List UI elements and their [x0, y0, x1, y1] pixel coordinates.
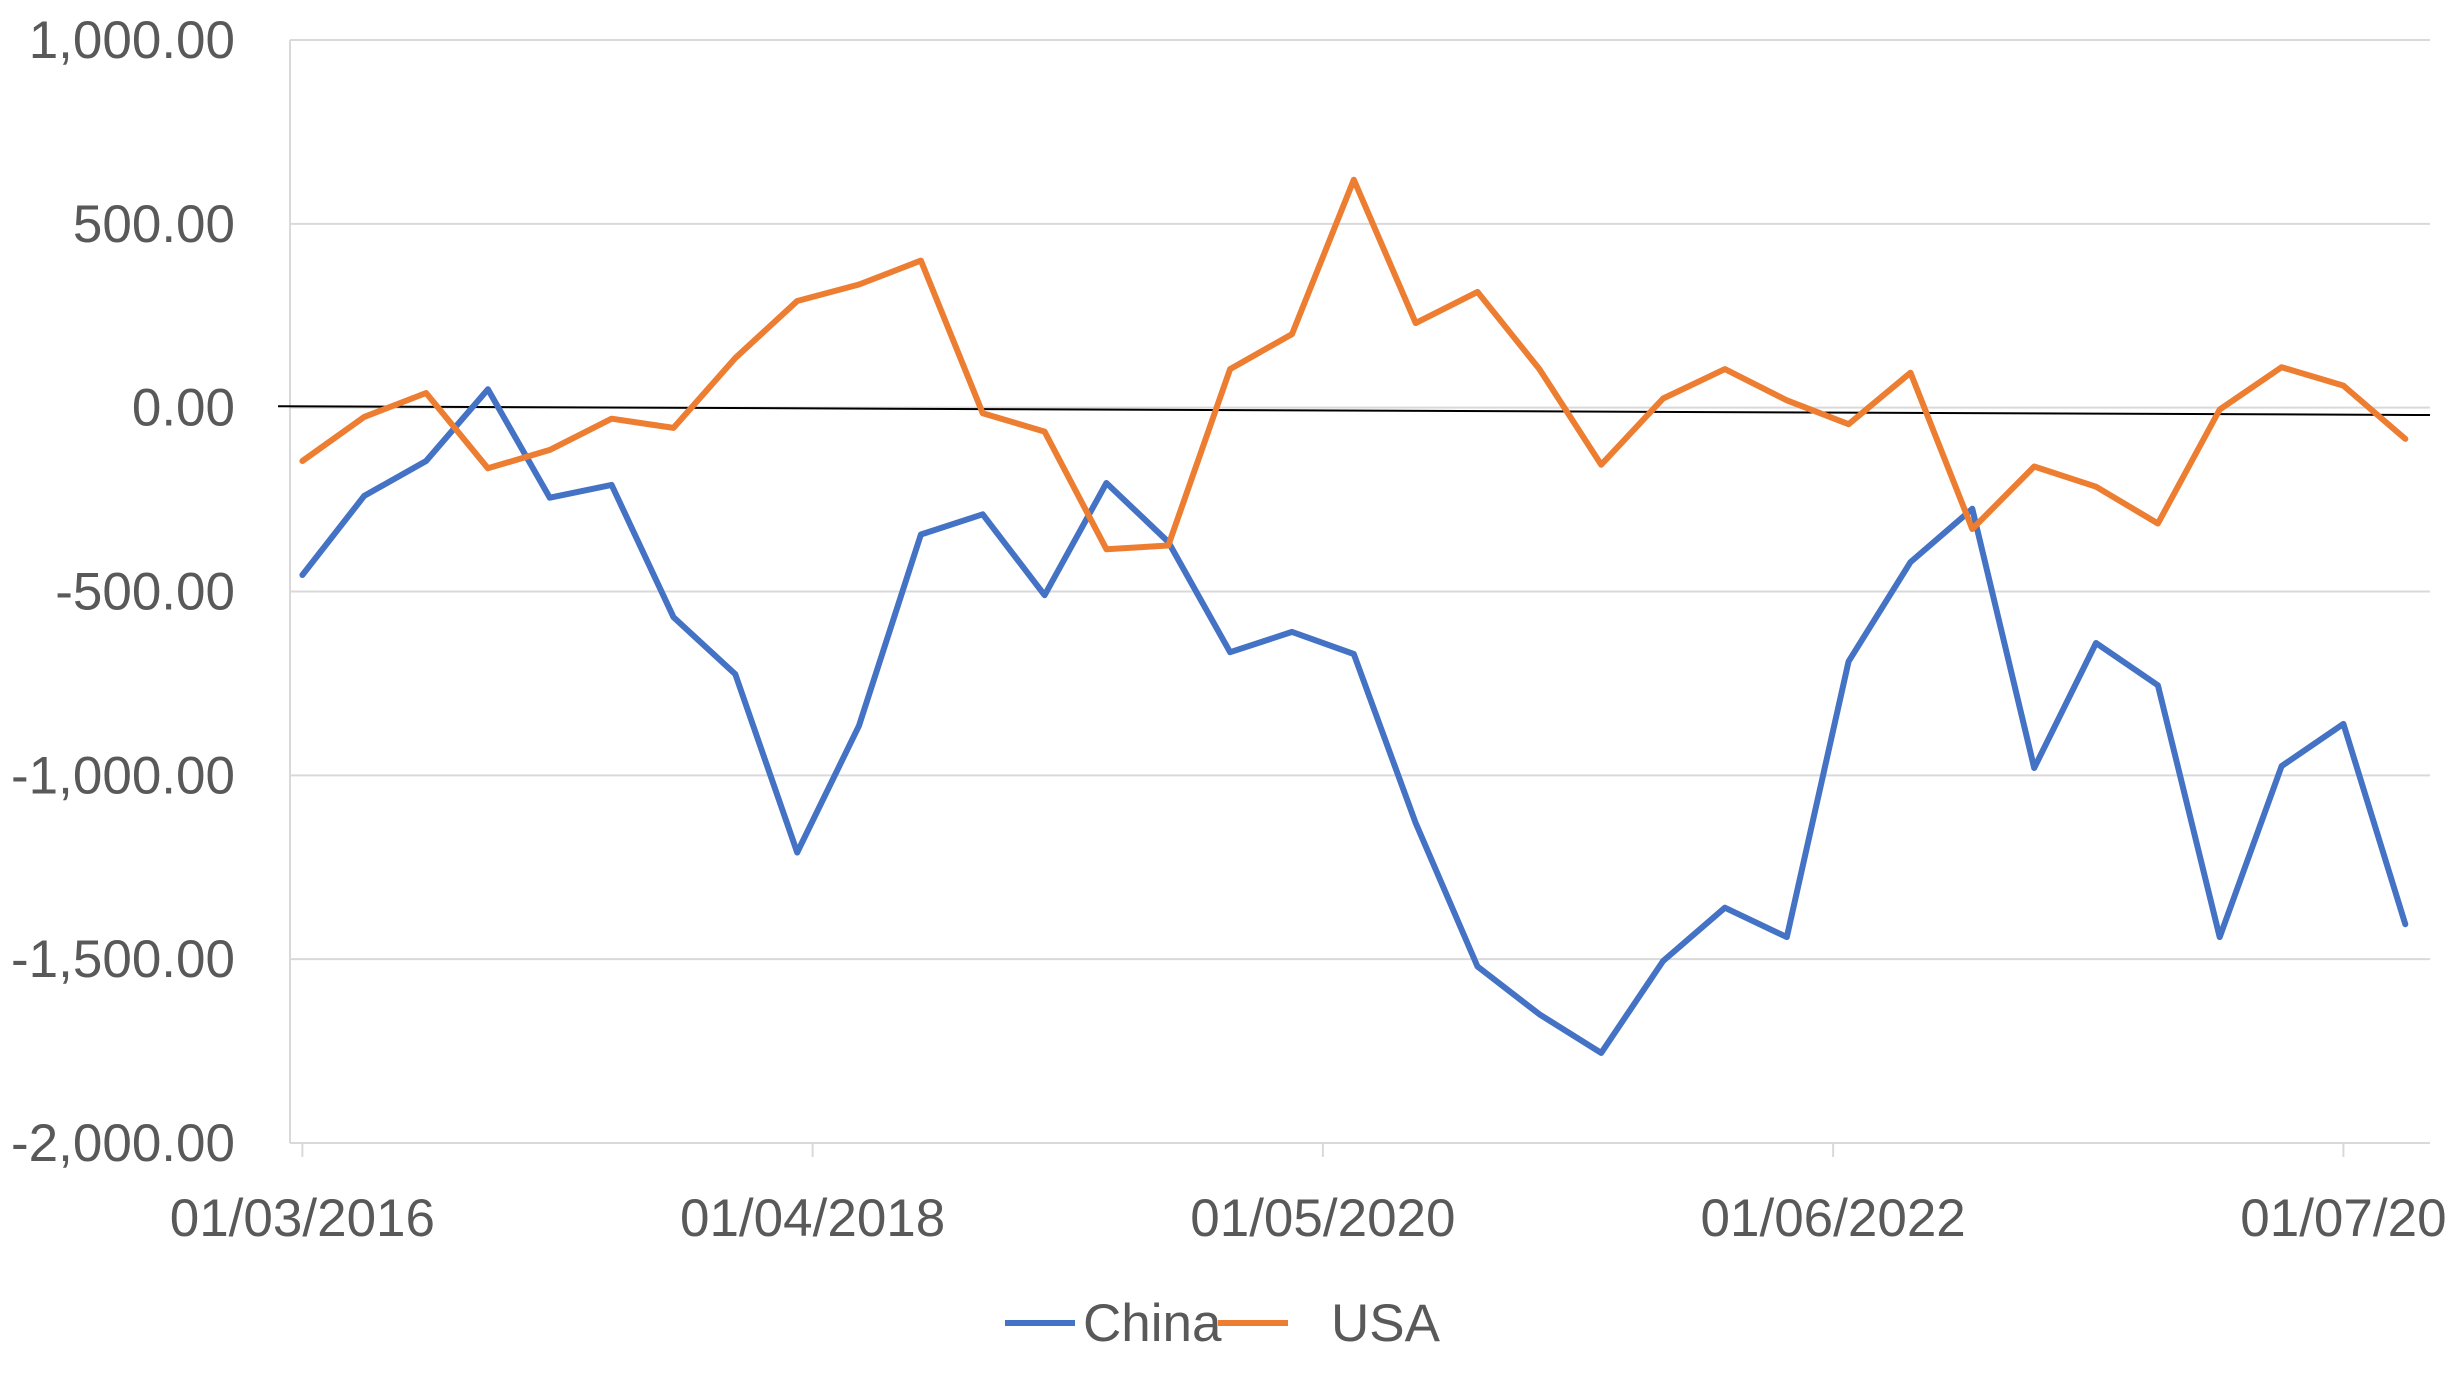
- trend-line: [277, 405, 2431, 417]
- x-tick-label: 01/03/2016: [170, 1189, 435, 1248]
- y-tick-label: -1,000.00: [11, 746, 235, 805]
- x-tick-label: 01/04/2018: [680, 1189, 945, 1248]
- x-tick-label: 01/06/2022: [1701, 1189, 1966, 1248]
- y-tick-label: -500.00: [55, 563, 235, 622]
- legend: China USA: [1005, 1294, 1441, 1353]
- gridlines: [289, 39, 2430, 1144]
- y-tick-label: -2,000.00: [11, 1114, 235, 1173]
- series-line-usa: [299, 176, 2409, 553]
- legend-label-usa: USA: [1331, 1294, 1441, 1353]
- y-tick-label: 1,000.00: [29, 11, 235, 70]
- trend-line-group: [277, 405, 2431, 417]
- y-axis-tick-labels: 1,000.00 500.00 0.00 -500.00 -1,000.00 -1,500…: [11, 11, 235, 1173]
- series-lines: [299, 176, 2409, 1056]
- y-tick-label: -1,500.00: [11, 930, 235, 989]
- y-tick-label: 0.00: [132, 379, 235, 438]
- y-tick-label: 500.00: [73, 195, 235, 254]
- x-tick-label: 01/07/20: [2240, 1189, 2446, 1248]
- x-axis-tick-labels: 01/03/2016 01/04/2018 01/05/2020 01/06/2022…: [170, 1143, 2447, 1248]
- legend-label-china: China: [1083, 1294, 1222, 1353]
- series-line-china: [299, 386, 2409, 1056]
- x-tick-label: 01/05/2020: [1190, 1189, 1455, 1248]
